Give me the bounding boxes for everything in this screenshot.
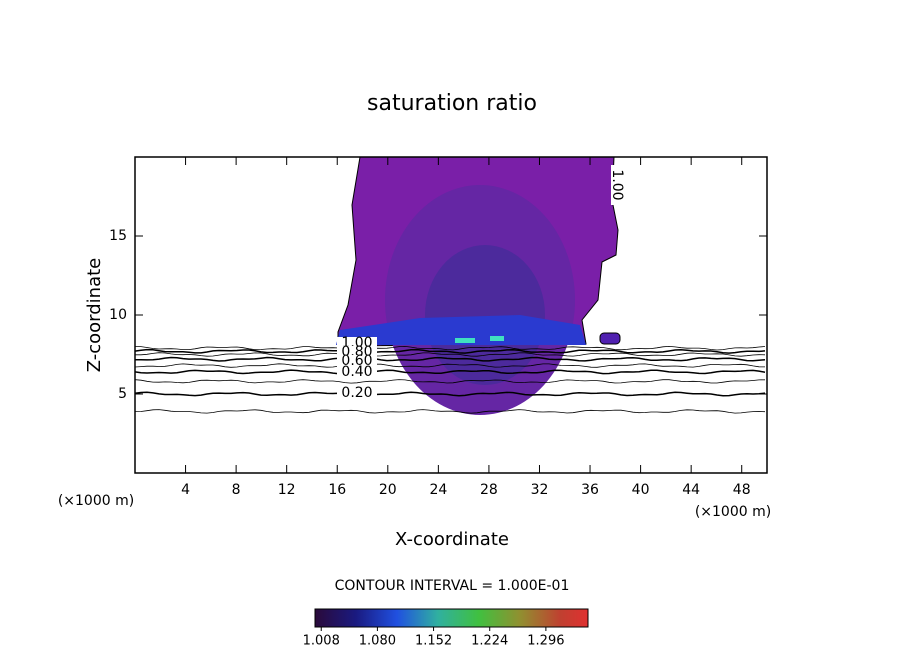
- y-tick-label: 15: [109, 228, 127, 244]
- cloud-base: [336, 315, 586, 345]
- contour-line: [134, 379, 766, 384]
- contour-line: [135, 352, 766, 357]
- contour-line: [134, 409, 766, 414]
- label-bg: [337, 355, 377, 367]
- contour-label: 1.00: [609, 169, 625, 200]
- contour-label: 0.20: [341, 385, 372, 401]
- x-unit: (×1000 m): [695, 504, 771, 520]
- x-tick-label: 20: [379, 482, 397, 498]
- cloud-peak: [490, 336, 504, 341]
- x-tick-label: 16: [328, 482, 346, 498]
- contour-line: [135, 345, 766, 351]
- x-unit: (×1000 m): [58, 493, 134, 509]
- contour-label: 0.60: [341, 353, 372, 369]
- contour-label: 0.40: [341, 364, 372, 380]
- colorbar-label: 1.080: [359, 634, 396, 649]
- contour-line: [134, 391, 766, 397]
- label-bg: [611, 165, 623, 205]
- x-tick-label: 12: [278, 482, 296, 498]
- colorbar: [314, 608, 589, 628]
- colorbar-label: 1.152: [415, 634, 452, 649]
- colorbar-label: 1.224: [471, 634, 508, 649]
- x-tick-label: 4: [181, 482, 190, 498]
- x-tick-label: 40: [632, 482, 650, 498]
- y-tick-label: 10: [109, 307, 127, 323]
- contour-line: [134, 369, 766, 375]
- cloud-peak: [455, 338, 475, 343]
- chart-title: saturation ratio: [367, 91, 537, 116]
- x-tick-label: 24: [429, 482, 447, 498]
- x-tick-label: 32: [531, 482, 549, 498]
- colorbar-label: 1.008: [303, 634, 340, 649]
- x-tick-label: 28: [480, 482, 498, 498]
- y-axis-label: Z-coordinate: [84, 258, 105, 373]
- x-tick-label: 48: [733, 482, 751, 498]
- cloud: [336, 157, 621, 415]
- contour-line: [134, 363, 766, 368]
- y-tick-label: 5: [118, 386, 127, 402]
- x-tick-label: 44: [682, 482, 700, 498]
- x-tick-label: 8: [232, 482, 241, 498]
- contour-interval: CONTOUR INTERVAL = 1.000E-01: [335, 578, 570, 594]
- label-bg: [337, 366, 377, 378]
- cloud-blob: [599, 332, 621, 345]
- x-axis-label: X-coordinate: [395, 529, 509, 550]
- label-bg: [337, 387, 377, 399]
- colorbar-label: 1.296: [527, 634, 564, 649]
- cloud-core: [425, 245, 545, 385]
- contour-line: [134, 348, 766, 354]
- contour-line: [134, 356, 766, 362]
- x-tick-label: 36: [581, 482, 599, 498]
